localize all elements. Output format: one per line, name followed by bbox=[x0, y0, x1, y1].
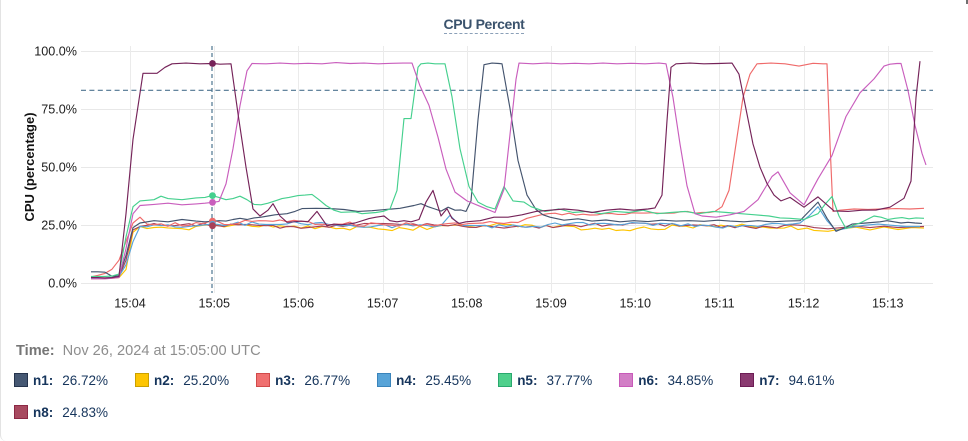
svg-text:15:10: 15:10 bbox=[619, 297, 651, 311]
svg-text:15:09: 15:09 bbox=[535, 297, 567, 311]
svg-text:15:05: 15:05 bbox=[198, 297, 230, 311]
svg-text:15:07: 15:07 bbox=[367, 297, 399, 311]
svg-text:15:12: 15:12 bbox=[788, 297, 820, 311]
svg-text:15:11: 15:11 bbox=[704, 297, 735, 311]
svg-text:CPU (percentage): CPU (percentage) bbox=[22, 112, 37, 221]
svg-text:50.0%: 50.0% bbox=[41, 161, 77, 175]
svg-text:75.0%: 75.0% bbox=[41, 102, 77, 116]
svg-text:15:13: 15:13 bbox=[872, 297, 904, 311]
svg-text:15:04: 15:04 bbox=[114, 297, 146, 311]
svg-text:25.0%: 25.0% bbox=[41, 219, 77, 233]
svg-text:0.0%: 0.0% bbox=[48, 277, 77, 291]
svg-text:15:06: 15:06 bbox=[283, 297, 315, 311]
svg-text:100.0%: 100.0% bbox=[34, 44, 77, 58]
svg-text:15:08: 15:08 bbox=[451, 297, 483, 311]
